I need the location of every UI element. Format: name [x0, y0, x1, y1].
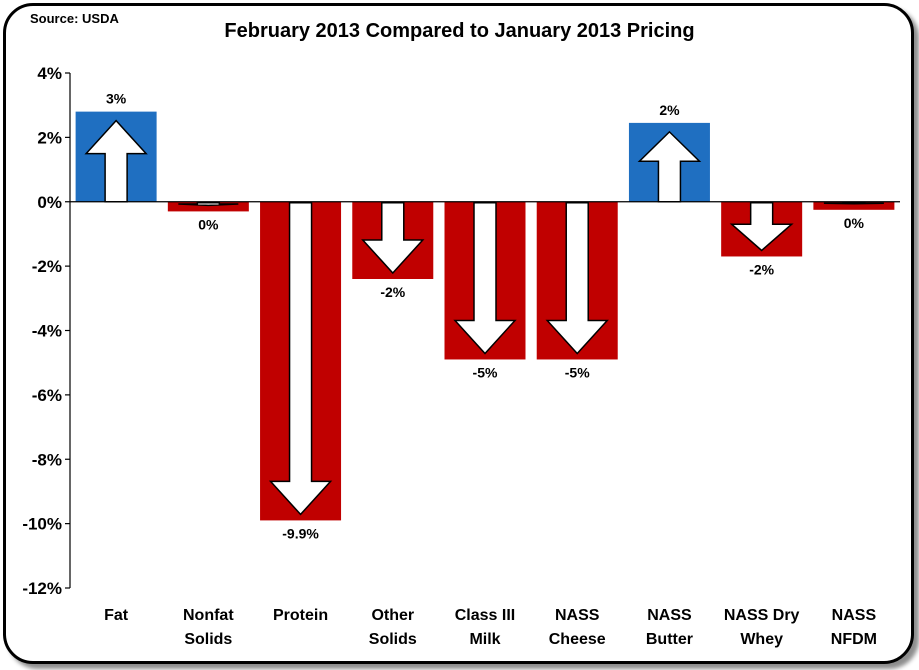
- category-label: Fat: [104, 607, 129, 624]
- data-label: 3%: [106, 91, 127, 107]
- y-tick-label: -6%: [32, 386, 62, 405]
- y-tick-label: -2%: [32, 257, 62, 276]
- down-arrow-icon: [729, 202, 794, 252]
- category-label: Protein: [273, 607, 328, 624]
- y-tick-label: -8%: [32, 450, 62, 469]
- y-tick-label: 0%: [37, 193, 62, 212]
- category-label: Nonfat Solids: [183, 607, 234, 648]
- up-arrow-icon: [84, 119, 148, 203]
- data-label: -5%: [565, 364, 590, 380]
- category-label: NASS Cheese: [549, 607, 606, 648]
- chart-title: February 2013 Compared to January 2013 P…: [224, 20, 695, 42]
- y-tick-label: -12%: [22, 579, 62, 598]
- down-arrow-icon: [268, 202, 333, 516]
- up-arrow-icon: [637, 130, 702, 203]
- y-tick-label: -10%: [22, 515, 62, 534]
- category-label: NASS Butter: [646, 607, 693, 648]
- category-label: Class III Milk: [455, 607, 515, 648]
- y-tick-label: 2%: [37, 128, 62, 147]
- data-label: -2%: [380, 284, 405, 300]
- data-label: -5%: [473, 364, 498, 380]
- down-arrow-icon: [361, 202, 425, 275]
- data-label: 2%: [659, 102, 680, 118]
- data-label: 0%: [844, 215, 865, 231]
- data-label: -2%: [749, 261, 774, 277]
- category-label: NASS Dry Whey: [724, 607, 800, 648]
- data-label: 0%: [198, 216, 219, 232]
- category-label: NASS NFDM: [831, 607, 877, 648]
- category-label: Other Solids: [369, 607, 417, 648]
- y-tick-label: 4%: [37, 64, 62, 83]
- down-arrow-icon: [823, 202, 884, 205]
- y-tick-label: -4%: [32, 322, 62, 341]
- down-arrow-icon: [178, 202, 239, 207]
- down-arrow-icon: [545, 202, 609, 355]
- down-arrow-icon: [453, 202, 517, 355]
- data-label: -9.9%: [282, 525, 319, 541]
- bar: [167, 201, 249, 212]
- source-note: Source: USDA: [30, 11, 119, 26]
- bar: [813, 201, 895, 210]
